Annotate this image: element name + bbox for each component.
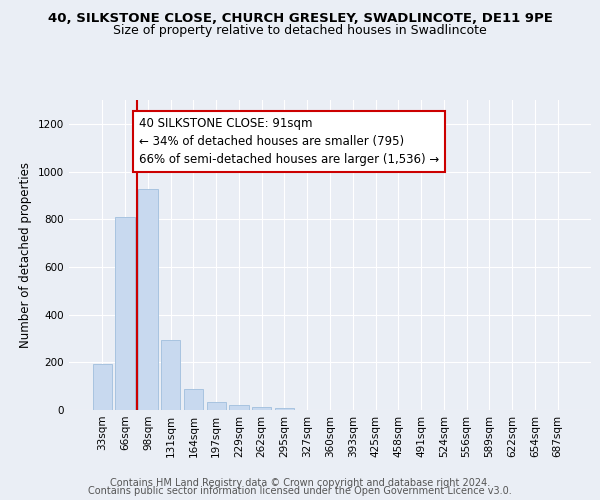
- Text: 40, SILKSTONE CLOSE, CHURCH GRESLEY, SWADLINCOTE, DE11 9PE: 40, SILKSTONE CLOSE, CHURCH GRESLEY, SWA…: [47, 12, 553, 26]
- Bar: [115, 217, 135, 410]
- Text: 40 SILKSTONE CLOSE: 91sqm
← 34% of detached houses are smaller (795)
66% of semi: 40 SILKSTONE CLOSE: 91sqm ← 34% of detac…: [139, 116, 439, 166]
- Bar: [184, 388, 203, 410]
- Text: Contains HM Land Registry data © Crown copyright and database right 2024.: Contains HM Land Registry data © Crown c…: [110, 478, 490, 488]
- Bar: [229, 405, 248, 410]
- Bar: [275, 408, 294, 410]
- Text: Contains public sector information licensed under the Open Government Licence v3: Contains public sector information licen…: [88, 486, 512, 496]
- Bar: [206, 402, 226, 410]
- Y-axis label: Number of detached properties: Number of detached properties: [19, 162, 32, 348]
- Bar: [138, 190, 158, 410]
- Bar: [93, 364, 112, 410]
- Text: Size of property relative to detached houses in Swadlincote: Size of property relative to detached ho…: [113, 24, 487, 37]
- Bar: [161, 340, 181, 410]
- Bar: [252, 407, 271, 410]
